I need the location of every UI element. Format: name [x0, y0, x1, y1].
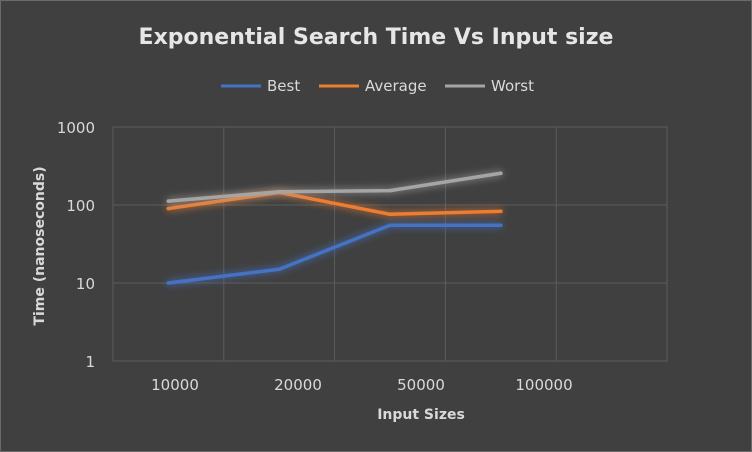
- data-point-best: [277, 267, 282, 272]
- legend-label-best: Best: [267, 77, 300, 95]
- x-tick-label: 10000: [151, 376, 199, 394]
- y-tick-label: 1: [85, 353, 95, 371]
- data-point-worst: [388, 188, 392, 193]
- series-line-worst: [166, 171, 503, 203]
- x-axis-label: Input Sizes: [377, 407, 465, 423]
- y-tick-label: 10: [76, 275, 95, 293]
- legend: Best Average Worst: [221, 77, 534, 95]
- data-point-best: [388, 223, 392, 228]
- series-line-average: [166, 190, 503, 217]
- x-tick-label: 20000: [274, 376, 322, 394]
- y-tick-label: 100: [66, 197, 95, 215]
- data-point-best: [166, 281, 171, 285]
- data-point-best: [499, 223, 503, 228]
- y-axis-ticks: 1000 100 10 1: [57, 119, 95, 371]
- data-point-average: [499, 209, 503, 214]
- data-point-average: [388, 212, 392, 217]
- x-axis-ticks: 10000 20000 50000 100000: [151, 376, 572, 394]
- y-axis-label: Time (nanoseconds): [32, 166, 48, 325]
- x-tick-label: 100000: [515, 376, 572, 394]
- data-point-worst: [499, 171, 503, 176]
- x-tick-label: 50000: [397, 376, 445, 394]
- chart-title: Exponential Search Time Vs Input size: [139, 25, 614, 50]
- data-point-average: [166, 206, 171, 211]
- data-point-worst: [166, 199, 171, 203]
- grid: [112, 126, 668, 362]
- y-tick-label: 1000: [57, 119, 95, 137]
- series-layer: [166, 171, 503, 285]
- data-point-worst: [277, 189, 282, 194]
- legend-label-average: Average: [365, 77, 427, 95]
- legend-label-worst: Worst: [491, 77, 534, 95]
- series-line-best: [166, 223, 503, 285]
